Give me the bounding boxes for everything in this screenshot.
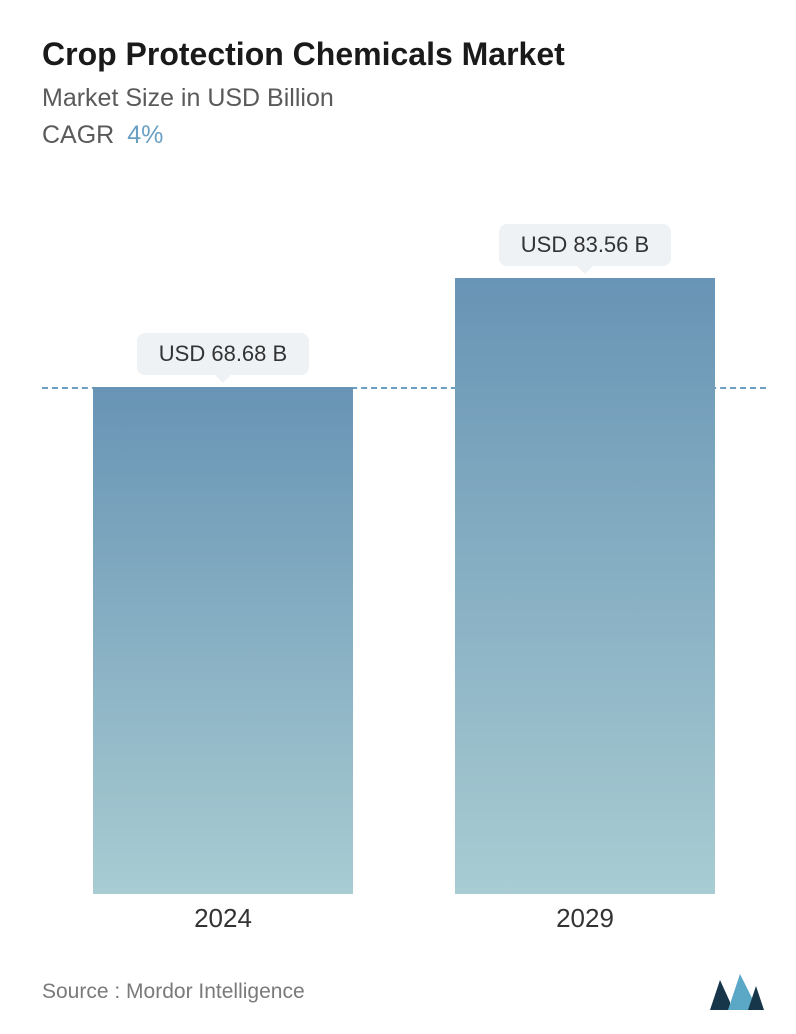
- chart-footer: Source : Mordor Intelligence: [42, 972, 766, 1012]
- chart-plot-area: USD 68.68 B 2024 USD 83.56 B 2029: [42, 230, 766, 934]
- x-axis-label: 2029: [422, 903, 748, 934]
- bar-group-2029: USD 83.56 B 2029: [422, 278, 748, 894]
- value-badge: USD 68.68 B: [137, 333, 309, 375]
- bars-container: USD 68.68 B 2024 USD 83.56 B 2029: [42, 230, 766, 894]
- bar-2029: [455, 278, 715, 894]
- cagr-row: CAGR 4%: [42, 121, 754, 150]
- source-text: Source : Mordor Intelligence: [42, 980, 305, 1004]
- chart-title: Crop Protection Chemicals Market: [42, 34, 754, 74]
- x-axis-label: 2024: [60, 903, 386, 934]
- value-badge: USD 83.56 B: [499, 224, 671, 266]
- chart-header: Crop Protection Chemicals Market Market …: [0, 0, 796, 150]
- bar-group-2024: USD 68.68 B 2024: [60, 387, 386, 894]
- bar-2024: [93, 387, 353, 894]
- mordor-logo-icon: [708, 972, 766, 1012]
- chart-subtitle: Market Size in USD Billion: [42, 84, 754, 113]
- cagr-value: 4%: [127, 121, 163, 149]
- cagr-label: CAGR: [42, 121, 114, 149]
